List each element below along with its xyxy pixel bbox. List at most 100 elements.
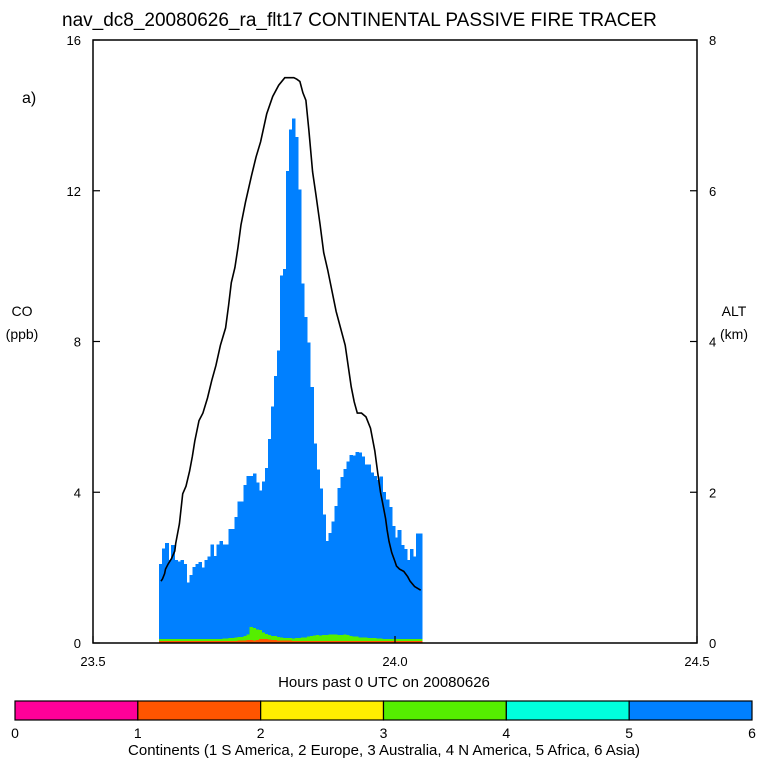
bar-segment xyxy=(301,283,305,638)
bar-segment xyxy=(207,641,212,643)
x-tick-label: 24.0 xyxy=(382,654,407,669)
bar-segment xyxy=(174,641,178,643)
bar-segment xyxy=(361,456,366,638)
bar-segment xyxy=(337,635,341,642)
bar-segment xyxy=(298,641,302,643)
bar-segment xyxy=(249,639,254,643)
bar-segment xyxy=(204,641,209,643)
bar-segment xyxy=(201,641,206,643)
bar-segment xyxy=(385,499,390,639)
bar-segment xyxy=(261,639,266,643)
bar-segment xyxy=(322,641,326,643)
bar-segment xyxy=(231,641,236,643)
bar-segment xyxy=(340,635,344,642)
bar-segment xyxy=(159,639,163,642)
bar-segment xyxy=(231,638,236,642)
bar-segment xyxy=(189,641,193,643)
bar-segment xyxy=(337,641,341,643)
bar-segment xyxy=(216,544,221,639)
bar-segment xyxy=(258,490,263,630)
bar-segment xyxy=(334,641,338,643)
bar-segment xyxy=(237,501,242,637)
bar-segment xyxy=(183,639,187,642)
bar-segment xyxy=(322,635,326,642)
colorbar-swatch xyxy=(137,700,262,721)
bar-segment xyxy=(373,638,378,642)
bar-segment xyxy=(367,464,372,639)
bar-segment xyxy=(246,634,251,640)
colorbar-caption: Continents (1 S America, 2 Europe, 3 Aus… xyxy=(128,742,640,759)
bar-segment xyxy=(213,555,218,639)
bar-segment xyxy=(273,636,278,640)
bar-segment xyxy=(355,641,360,643)
bar-segment xyxy=(180,560,184,640)
bar-segment xyxy=(307,636,311,642)
bar-segment xyxy=(162,548,166,639)
bar-segment xyxy=(249,476,254,627)
bar-segment xyxy=(331,634,335,642)
bar-segment xyxy=(267,635,272,640)
y-axis-right-unit: (km) xyxy=(720,326,748,342)
bar-segment xyxy=(334,634,338,642)
bar-segment xyxy=(189,638,193,642)
bar-segment xyxy=(292,118,296,639)
bar-segment xyxy=(249,626,254,640)
bar-segment xyxy=(165,641,169,643)
bar-segment xyxy=(174,639,178,642)
bar-segment xyxy=(264,639,269,643)
bar-segment xyxy=(237,640,242,643)
bar-segment xyxy=(328,634,332,642)
bar-segment xyxy=(364,641,369,643)
bar-segment xyxy=(319,641,323,643)
bar-segment xyxy=(228,641,233,643)
bar-segment xyxy=(258,639,263,643)
bar-segment xyxy=(168,560,172,640)
bar-segment xyxy=(243,640,248,643)
bar-segment xyxy=(361,637,366,642)
bar-segment xyxy=(195,639,199,642)
bar-segment xyxy=(394,537,399,640)
x-tick-label: 23.5 xyxy=(80,654,105,669)
bar-segment xyxy=(322,514,326,636)
y-axis-left-unit: (ppb) xyxy=(5,326,39,342)
bar-segment xyxy=(207,556,212,640)
y-left-tick-label: 4 xyxy=(74,485,81,500)
bar-segment xyxy=(301,641,305,643)
bar-segment xyxy=(379,476,384,639)
bar-segment xyxy=(180,639,184,642)
bar-segment xyxy=(385,638,390,642)
bar-segment xyxy=(264,633,269,640)
bar-segment xyxy=(373,476,378,639)
bar-segment xyxy=(316,635,320,642)
colorbar-tick-label: 5 xyxy=(625,725,633,741)
bar-segment xyxy=(313,443,317,636)
bar-segment xyxy=(412,639,417,642)
bar-segment xyxy=(231,528,236,639)
bar-segment xyxy=(394,641,399,643)
bar-segment xyxy=(177,638,181,642)
bar-segment xyxy=(210,544,215,639)
bar-segment xyxy=(376,638,381,642)
bar-segment xyxy=(346,635,350,642)
bar-segment xyxy=(285,640,290,643)
bar-segment xyxy=(403,641,408,643)
bar-segment xyxy=(207,639,212,642)
bar-segment xyxy=(328,641,332,643)
bar-segment xyxy=(346,641,350,643)
bar-segment xyxy=(183,641,187,643)
bar-segment xyxy=(361,641,366,643)
bar-segment xyxy=(276,636,281,641)
y-left-tick-label: 0 xyxy=(74,636,81,651)
colorbar-tick-label: 6 xyxy=(748,725,756,741)
bar-segment xyxy=(273,639,278,643)
bar-segment xyxy=(388,506,393,639)
bar-segment xyxy=(316,469,320,636)
bar-segment xyxy=(406,560,411,640)
bar-segment xyxy=(270,639,275,643)
bar-segment xyxy=(355,636,360,642)
bar-segment xyxy=(240,636,245,641)
bar-segment xyxy=(222,641,227,643)
bar-segment xyxy=(222,544,227,639)
bar-segment xyxy=(186,582,190,640)
